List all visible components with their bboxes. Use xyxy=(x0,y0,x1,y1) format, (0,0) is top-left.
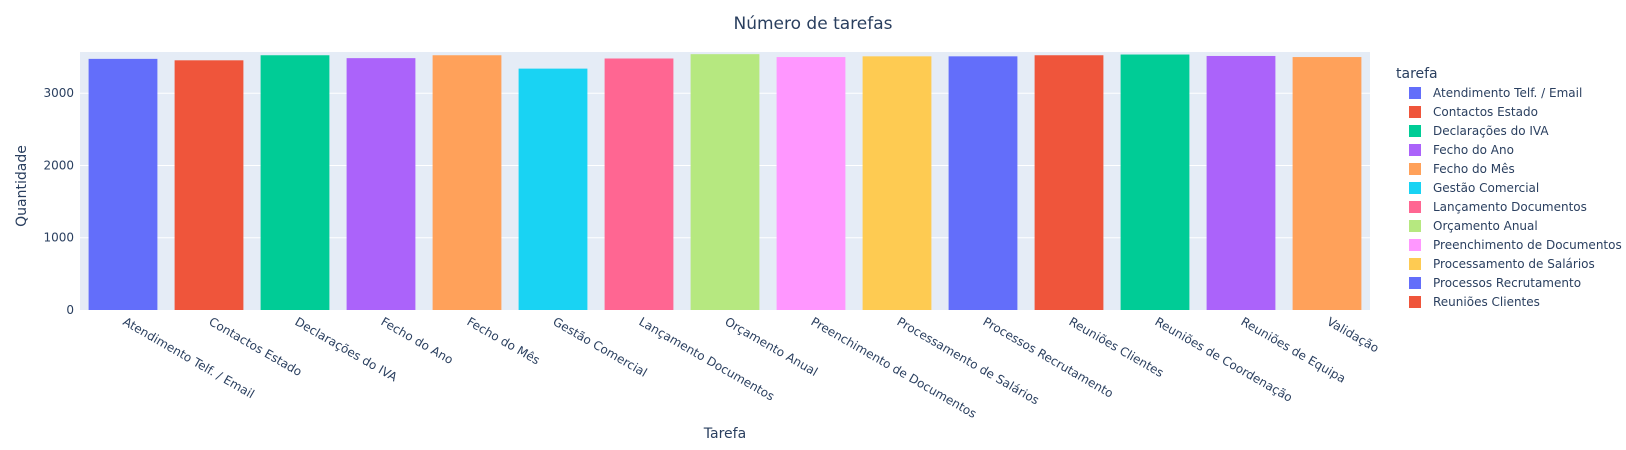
legend-swatch xyxy=(1409,182,1421,194)
x-tick-label: Fecho do Mês xyxy=(465,314,543,367)
x-tick-label: Preenchimento de Documentos xyxy=(809,314,979,420)
legend-item-label: Fecho do Ano xyxy=(1433,143,1514,157)
bar xyxy=(948,56,1018,310)
y-tick-label: 2000 xyxy=(43,158,74,172)
bar xyxy=(604,58,674,311)
legend-item-label: Declarações do IVA xyxy=(1433,124,1549,138)
bar xyxy=(776,57,846,310)
x-tick-label: Reuniões de Coordenação xyxy=(1153,314,1295,404)
bar xyxy=(1034,55,1104,310)
bar xyxy=(690,54,760,311)
legend-item-label: Processamento de Salários xyxy=(1433,257,1595,271)
legend-swatch xyxy=(1409,201,1421,213)
bar xyxy=(432,55,502,310)
legend: tarefa Atendimento Telf. / Email Contacto… xyxy=(1396,66,1622,309)
bar xyxy=(260,55,330,310)
legend-item-label: Preenchimento de Documentos xyxy=(1433,238,1622,252)
bar xyxy=(862,56,932,310)
legend-item-label: Orçamento Anual xyxy=(1433,219,1538,233)
legend-item-label: Processos Recrutamento xyxy=(1433,276,1581,290)
legend-swatch xyxy=(1409,277,1421,289)
legend-item-label: Fecho do Mês xyxy=(1433,162,1515,176)
legend-swatch xyxy=(1409,163,1421,175)
legend-swatch xyxy=(1409,239,1421,251)
legend-item-label: Gestão Comercial xyxy=(1433,181,1539,195)
bars xyxy=(88,54,1362,311)
bar xyxy=(1292,57,1362,310)
legend-swatch xyxy=(1409,220,1421,232)
legend-item-label: Lançamento Documentos xyxy=(1433,200,1587,214)
x-tick-label: Validação xyxy=(1325,314,1382,355)
y-tick-label: 1000 xyxy=(43,231,74,245)
legend-title: tarefa xyxy=(1396,66,1438,82)
y-axis-title: Quantidade xyxy=(14,145,30,227)
legend-swatch xyxy=(1409,106,1421,118)
x-tick-label: Processamento de Salários xyxy=(895,314,1042,407)
x-tick-label: Gestão Comercial xyxy=(551,314,650,379)
legend-swatch xyxy=(1409,296,1421,308)
legend-swatch xyxy=(1409,258,1421,270)
y-tick-label: 3000 xyxy=(43,86,74,100)
x-tick-label: Lançamento Documentos xyxy=(637,314,777,403)
legend-item-label: Atendimento Telf. / Email xyxy=(1433,86,1582,100)
legend-swatch xyxy=(1409,144,1421,156)
y-axis-ticks: 0 1000 2000 3000 xyxy=(43,86,74,317)
bar xyxy=(346,58,416,311)
chart-title: Número de tarefas xyxy=(733,14,892,34)
y-tick-label: 0 xyxy=(66,303,74,317)
bar xyxy=(518,68,588,310)
bar xyxy=(174,60,244,310)
bar xyxy=(1120,54,1190,310)
bar xyxy=(1206,55,1276,310)
legend-swatch xyxy=(1409,125,1421,137)
legend-item-label: Reuniões Clientes xyxy=(1433,295,1540,309)
x-axis-title: Tarefa xyxy=(703,426,746,442)
bar xyxy=(88,58,158,311)
legend-swatch xyxy=(1409,87,1421,99)
legend-item-label: Contactos Estado xyxy=(1433,105,1538,119)
x-tick-label: Fecho do Ano xyxy=(379,314,456,367)
